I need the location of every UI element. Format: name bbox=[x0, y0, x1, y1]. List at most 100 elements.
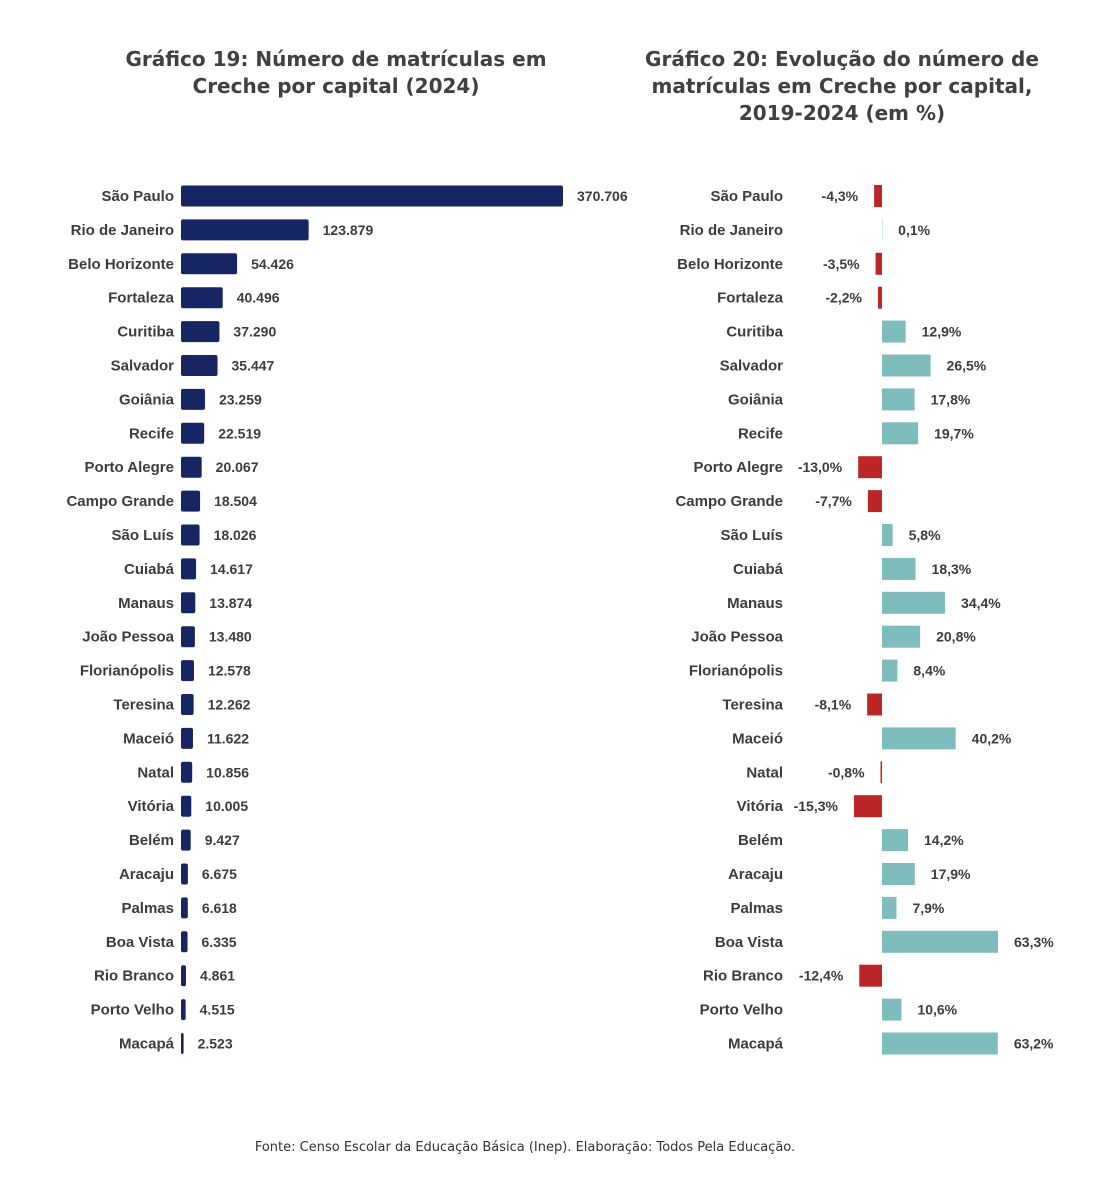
chart-19-category-label: Cuiabá bbox=[124, 561, 175, 578]
chart-20-category-label: Salvador bbox=[720, 358, 784, 375]
chart-20-category-label: Teresina bbox=[722, 697, 783, 714]
chart-19-value-label: 370.706 bbox=[577, 188, 628, 204]
chart-19-enrollments: São Paulo 370.706 Rio de Janeiro 123.879 Bel… bbox=[66, 185, 628, 1054]
chart-20-value-label: -2,2% bbox=[825, 290, 862, 306]
chart-19-title: Gráfico 19: Número de matrículas em Crec… bbox=[110, 46, 562, 100]
chart-20-bar-positive bbox=[882, 1032, 998, 1055]
chart-19-category-label: Teresina bbox=[113, 697, 174, 714]
chart-20-title-line: 2019-2024 (em %) bbox=[738, 101, 946, 125]
chart-19-category-label: Porto Velho bbox=[91, 1002, 174, 1019]
chart-20-value-label: 10,6% bbox=[917, 1002, 957, 1018]
chart-19-bar bbox=[181, 422, 205, 444]
chart-19-bar bbox=[181, 626, 195, 648]
chart-19-value-label: 10.005 bbox=[205, 798, 248, 814]
chart-19-value-label: 40.496 bbox=[237, 290, 280, 306]
chart-19-value-label: 12.262 bbox=[208, 697, 251, 713]
chart-19-value-label: 37.290 bbox=[233, 324, 276, 340]
chart-19-category-label: Rio de Janeiro bbox=[71, 222, 174, 239]
chart-20-value-label: -0,8% bbox=[828, 764, 865, 780]
chart-20-value-label: 17,8% bbox=[931, 391, 971, 407]
chart-19-category-label: Natal bbox=[137, 764, 174, 781]
chart-19-bar bbox=[181, 999, 186, 1021]
chart-19-bar bbox=[181, 253, 238, 275]
chart-20-category-label: Vitória bbox=[737, 798, 784, 815]
chart-19-bar bbox=[181, 321, 220, 343]
chart-20-category-label: São Luís bbox=[720, 527, 783, 544]
chart-19-category-label: Boa Vista bbox=[106, 934, 175, 951]
chart-19-category-label: Curitiba bbox=[117, 324, 174, 341]
chart-20-bar-positive bbox=[882, 320, 906, 343]
chart-19-bar bbox=[181, 1033, 184, 1054]
chart-19-category-label: Porto Alegre bbox=[85, 459, 174, 476]
chart-19-value-label: 6.335 bbox=[202, 934, 237, 950]
chart-20-title: Gráfico 20: Evolução do número de matríc… bbox=[630, 46, 1054, 127]
chart-20-category-label: João Pessoa bbox=[691, 629, 783, 646]
chart-20-value-label: -13,0% bbox=[798, 459, 843, 475]
chart-20-value-label: 34,4% bbox=[961, 595, 1001, 611]
chart-20-category-label: Fortaleza bbox=[717, 290, 784, 307]
chart-20-category-label: Natal bbox=[746, 764, 783, 781]
chart-19-bar bbox=[181, 219, 309, 241]
chart-20-bar-positive bbox=[882, 659, 898, 682]
chart-20-bar-negative bbox=[859, 964, 882, 987]
chart-20-bar-positive bbox=[882, 930, 998, 953]
chart-19-value-label: 123.879 bbox=[323, 222, 374, 238]
chart-19-category-label: Belo Horizonte bbox=[68, 256, 174, 273]
chart-20-category-label: São Paulo bbox=[710, 188, 783, 205]
chart-20-bar-negative bbox=[880, 761, 882, 784]
chart-20-bar-positive bbox=[882, 524, 893, 546]
chart-20-value-label: 19,7% bbox=[934, 425, 974, 441]
chart-19-category-label: Fortaleza bbox=[108, 290, 175, 307]
chart-20-category-label: Goiânia bbox=[728, 391, 784, 408]
chart-19-bar bbox=[181, 727, 193, 749]
chart-20-category-label: Macapá bbox=[728, 1036, 784, 1053]
chart-20-value-label: 63,2% bbox=[1014, 1036, 1054, 1052]
chart-20-bar-negative bbox=[858, 456, 882, 479]
chart-19-bar bbox=[181, 795, 192, 817]
chart-20-title-line: Gráfico 20: Evolução do número de bbox=[645, 47, 1039, 71]
chart-19-value-label: 4.515 bbox=[200, 1002, 235, 1018]
chart-19-category-label: Goiânia bbox=[119, 391, 175, 408]
chart-19-value-label: 4.861 bbox=[200, 968, 235, 984]
chart-19-value-label: 10.856 bbox=[206, 764, 249, 780]
chart-20-bar-positive bbox=[882, 625, 921, 648]
chart-20-value-label: -7,7% bbox=[815, 493, 852, 509]
chart-20-value-label: -4,3% bbox=[822, 188, 859, 204]
chart-19-category-label: Campo Grande bbox=[66, 493, 174, 510]
chart-20-category-label: Maceió bbox=[732, 730, 783, 747]
chart-19-category-label: Maceió bbox=[123, 730, 174, 747]
chart-19-category-label: Belém bbox=[129, 832, 174, 849]
chart-19-bar bbox=[181, 660, 194, 682]
chart-20-title-line: matrículas em Creche por capital, bbox=[651, 74, 1033, 98]
chart-19-title-line: Creche por capital (2024) bbox=[192, 74, 480, 98]
chart-19-category-label: Manaus bbox=[118, 595, 174, 612]
chart-20-bar-negative bbox=[874, 185, 882, 207]
chart-20-category-label: Cuiabá bbox=[733, 561, 784, 578]
chart-19-category-label: Aracaju bbox=[119, 866, 174, 883]
chart-19-category-label: Rio Branco bbox=[94, 968, 174, 985]
chart-19-value-label: 22.519 bbox=[218, 425, 261, 441]
chart-20-value-label: 5,8% bbox=[909, 527, 941, 543]
chart-19-category-label: Vitória bbox=[128, 798, 175, 815]
chart-20-bar-positive bbox=[882, 863, 915, 885]
chart-20-bar-positive bbox=[882, 727, 956, 750]
chart-20-category-label: Campo Grande bbox=[675, 493, 783, 510]
chart-19-value-label: 20.067 bbox=[216, 459, 259, 475]
chart-19-value-label: 23.259 bbox=[219, 391, 262, 407]
chart-19-category-label: São Luís bbox=[111, 527, 174, 544]
chart-19-value-label: 6.618 bbox=[202, 900, 237, 916]
chart-19-title-line: Gráfico 19: Número de matrículas em bbox=[125, 47, 547, 71]
chart-20-category-label: Belo Horizonte bbox=[677, 256, 783, 273]
chart-19-value-label: 13.480 bbox=[209, 629, 252, 645]
chart-19-bar bbox=[181, 829, 191, 851]
chart-19-bar bbox=[181, 592, 196, 614]
chart-20-value-label: -3,5% bbox=[823, 256, 860, 272]
chart-19-value-label: 12.578 bbox=[208, 663, 251, 679]
chart-19-value-label: 2.523 bbox=[198, 1036, 233, 1052]
chart-20-category-label: Manaus bbox=[727, 595, 783, 612]
chart-19-value-label: 9.427 bbox=[205, 832, 240, 848]
chart-19-bar bbox=[181, 388, 205, 410]
chart-20-category-label: Boa Vista bbox=[715, 934, 784, 951]
chart-19-category-label: Palmas bbox=[121, 900, 174, 917]
chart-20-bar-positive bbox=[882, 422, 919, 445]
